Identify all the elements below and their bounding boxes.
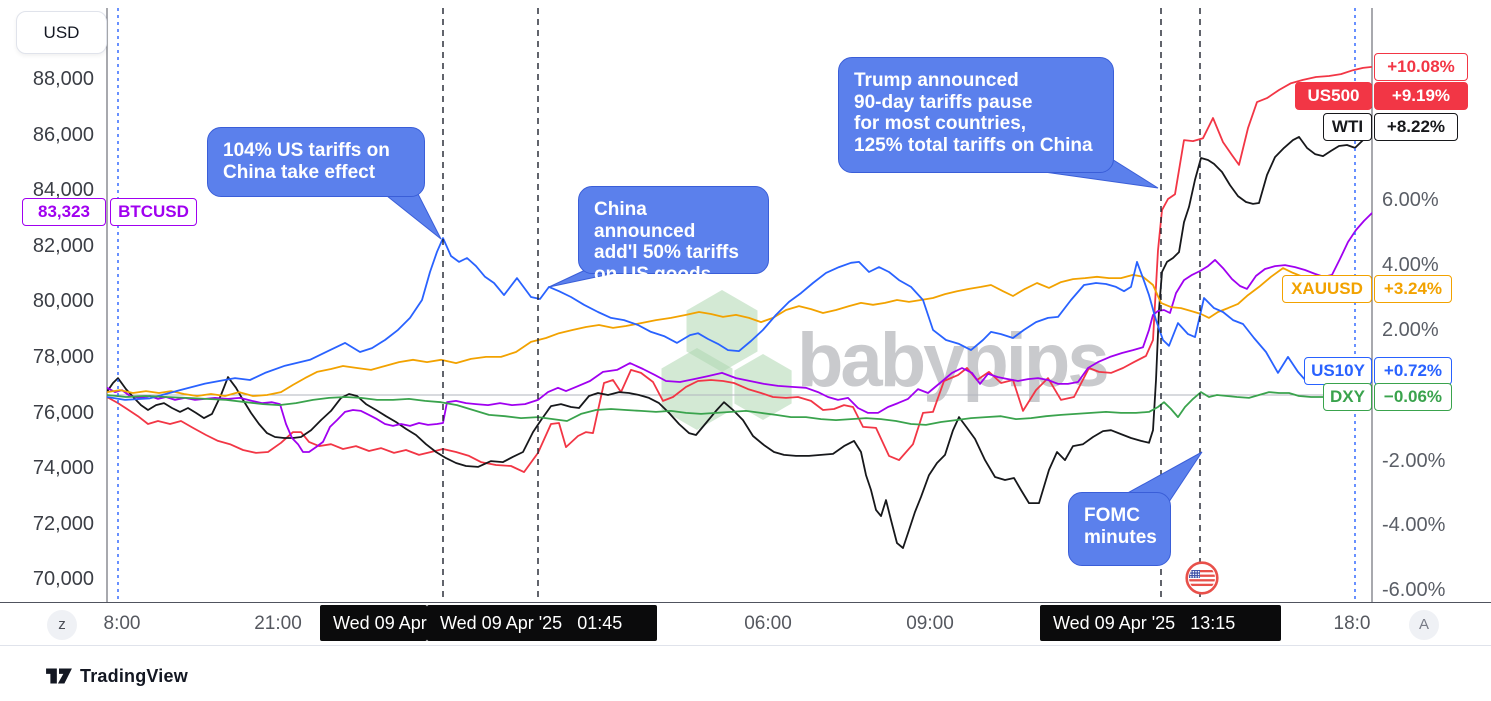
series-line-us10y[interactable] <box>107 237 1372 401</box>
series-value-label: +3.24% <box>1374 275 1452 303</box>
percent-axis-tick: -6.00% <box>1382 579 1446 601</box>
series-symbol-label-wti: WTI <box>1323 113 1372 141</box>
price-axis-tick: 84,000 <box>32 179 94 201</box>
percent-axis-tick: 6.00% <box>1382 189 1439 211</box>
series-symbol-label-us500: US500 <box>1295 82 1372 110</box>
series-symbol-label-xauusd: XAUUSD <box>1282 275 1372 303</box>
percent-axis-tick: -4.00% <box>1382 514 1446 536</box>
series-line-dxy[interactable] <box>107 391 1372 426</box>
annotation-tail-0 <box>380 189 442 240</box>
annotation-bubble-1[interactable]: China announced add'l 50% tariffs on US go… <box>578 186 769 285</box>
series-symbol-label-us10y: US10Y <box>1304 357 1372 385</box>
currency-toggle-button[interactable]: USD <box>16 11 107 54</box>
crosshair-time-badge: Wed 09 Apr '25 01:45 <box>427 605 657 641</box>
series-line-btcusd[interactable] <box>107 212 1372 453</box>
time-axis-tick: 18:0 <box>1333 613 1371 634</box>
time-axis[interactable]: z A 8:00 21:00 06:00 09:00 18:0 Wed 09 Apr '2… <box>0 602 1491 646</box>
btcusd-price-label: 83,323 <box>22 198 106 226</box>
price-axis-tick: 82,000 <box>32 235 94 257</box>
tradingview-logo-icon <box>46 668 72 684</box>
price-axis-tick: 70,000 <box>32 568 94 590</box>
babypips-watermark-text: babypips <box>797 318 1107 403</box>
annotation-bubble-2[interactable]: Trump announced 90-day tariffs pause for m… <box>838 57 1114 173</box>
autoscale-button[interactable]: A <box>1409 610 1439 640</box>
btcusd-symbol-label: BTCUSD <box>110 198 197 226</box>
time-axis-tick: 06:00 <box>744 613 792 634</box>
series-value-label: +10.08% <box>1374 53 1468 81</box>
time-axis-tick: 8:00 <box>103 613 141 634</box>
price-axis-tick: 86,000 <box>32 124 94 146</box>
annotation-bubble-3[interactable]: FOMC minutes <box>1068 492 1171 566</box>
price-axis-tick: 74,000 <box>32 457 94 479</box>
series-value-label: +9.19% <box>1374 82 1468 110</box>
crosshair-time-badge: Wed 09 Apr '25 13:15 <box>1040 605 1281 641</box>
price-axis-tick: 88,000 <box>32 68 94 90</box>
tradingview-logo-text: TradingView <box>80 665 188 686</box>
series-line-xauusd[interactable] <box>107 267 1372 397</box>
percent-axis-tick: -2.00% <box>1382 450 1446 472</box>
timezone-button[interactable]: z <box>47 610 77 640</box>
us-flag-event-icon[interactable] <box>1185 561 1219 595</box>
series-value-label: +8.22% <box>1374 113 1458 141</box>
crosshair-time-badge: Wed 09 Apr '25 <box>320 605 427 641</box>
series-symbol-label-dxy: DXY <box>1323 383 1372 411</box>
tradingview-brand[interactable]: TradingView <box>45 660 188 692</box>
price-axis-tick: 80,000 <box>32 290 94 312</box>
time-axis-tick: 21:00 <box>254 613 302 634</box>
series-lines <box>107 66 1372 549</box>
series-value-label: +0.72% <box>1374 357 1452 385</box>
price-axis-tick: 78,000 <box>32 346 94 368</box>
babypips-watermark-logo <box>734 354 792 420</box>
price-axis-tick: 72,000 <box>32 513 94 535</box>
annotation-bubble-0[interactable]: 104% US tariffs on China take effect <box>207 127 425 197</box>
babypips-watermark-logo <box>661 348 733 430</box>
percent-axis-tick: 2.00% <box>1382 319 1439 341</box>
series-line-wti[interactable] <box>107 126 1372 549</box>
time-axis-tick: 09:00 <box>906 613 954 634</box>
price-axis-tick: 76,000 <box>32 402 94 424</box>
series-value-label: −0.06% <box>1374 383 1452 411</box>
percent-axis-tick: 4.00% <box>1382 254 1439 276</box>
series-line-us500[interactable] <box>107 66 1372 474</box>
